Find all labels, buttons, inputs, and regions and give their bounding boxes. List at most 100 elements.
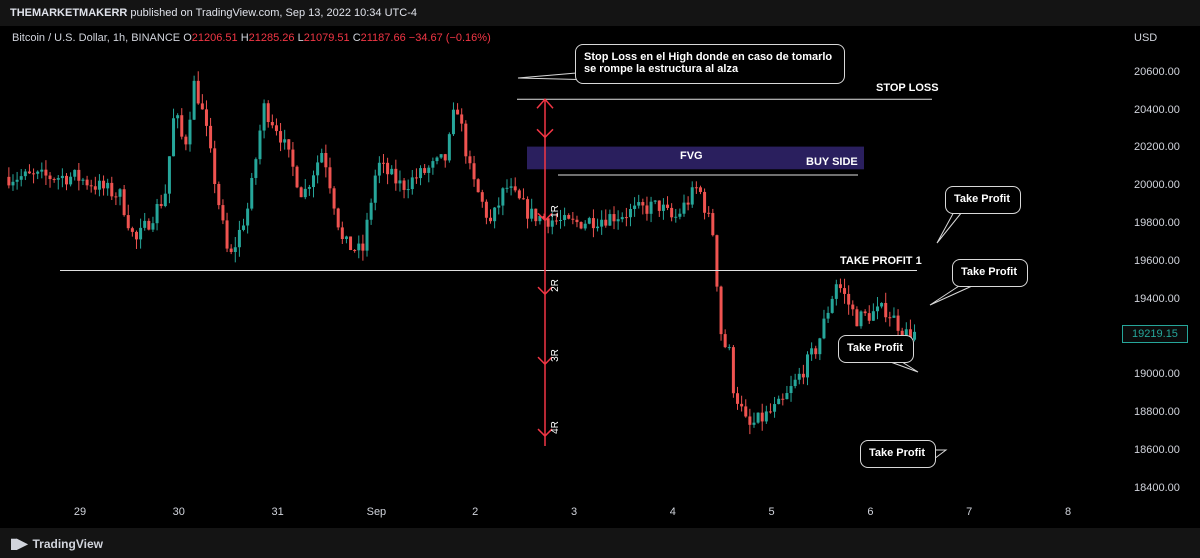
take-profit-bubble-2[interactable]: Take Profit	[952, 259, 1028, 287]
candle-down	[641, 202, 645, 206]
candle-up	[242, 225, 246, 230]
tradingview-logo-icon: ▮▶	[10, 535, 28, 551]
candle-down	[328, 167, 332, 189]
take-profit-1-label: TAKE PROFIT 1	[840, 255, 922, 267]
price-axis-tick: 18600.00	[1134, 444, 1180, 457]
take-profit-bubble-4[interactable]: Take Profit	[860, 440, 936, 468]
candle-down	[851, 304, 855, 310]
candle-up	[40, 169, 44, 172]
candle-up	[307, 187, 311, 189]
price-axis-tick: 20000.00	[1134, 179, 1180, 192]
candle-down	[349, 236, 353, 251]
candle-up	[530, 208, 534, 219]
low-value: 21079.51	[303, 32, 350, 44]
publish-bar	[0, 0, 1200, 26]
candle-up	[19, 176, 23, 180]
candle-down	[546, 218, 550, 227]
candle-up	[36, 171, 40, 174]
candle-down	[443, 154, 447, 161]
candle-up	[73, 169, 77, 177]
candle-up	[834, 284, 838, 299]
candle-down	[571, 218, 575, 220]
take-profit-bubble-1[interactable]: Take Profit	[945, 186, 1021, 214]
candle-up	[427, 167, 431, 173]
symbol-title: Bitcoin / U.S. Dollar, 1h, BINANCE	[12, 32, 181, 44]
r-level-chevron	[537, 428, 553, 438]
candle-down	[900, 330, 904, 337]
candle-up	[859, 311, 863, 327]
candle-up	[830, 298, 834, 313]
time-axis-tick: 5	[768, 506, 775, 518]
price-axis-tick: 18400.00	[1134, 482, 1180, 494]
candle-up	[682, 202, 686, 214]
candle-up	[431, 161, 435, 168]
candle-up	[596, 226, 600, 229]
candle-up	[97, 180, 101, 190]
candle-down	[423, 168, 427, 173]
candle-down	[180, 115, 184, 137]
candle-down	[624, 217, 628, 219]
candle-up	[118, 189, 122, 197]
candle-up	[106, 182, 110, 189]
candle-down	[291, 149, 295, 167]
candle-up	[628, 208, 632, 218]
candle-down	[612, 214, 616, 222]
candle-down	[781, 398, 785, 400]
candle-down	[295, 166, 299, 188]
candle-up	[451, 109, 455, 135]
take-profit-text: Take Profit	[869, 447, 926, 459]
candle-up	[904, 329, 908, 337]
candle-down	[299, 187, 303, 198]
candle-down	[698, 187, 702, 192]
candle-down	[670, 207, 674, 218]
candle-up	[608, 214, 612, 226]
candle-down	[707, 212, 711, 214]
price-axis-tick: 19600.00	[1134, 254, 1180, 267]
candle-up	[344, 236, 348, 240]
stop-loss-note-bubble[interactable]: Stop Loss en el High donde en caso de to…	[575, 44, 845, 84]
candle-up	[262, 103, 266, 131]
candle-up	[246, 208, 250, 226]
time-axis-tick: 29	[73, 506, 87, 518]
r-level-chevron	[537, 286, 553, 296]
candle-down	[279, 131, 283, 143]
candle-down	[731, 347, 735, 394]
candle-up	[756, 412, 760, 423]
candle-up	[377, 162, 381, 176]
candle-down	[867, 313, 871, 321]
candle-up	[398, 180, 402, 184]
take-profit-bubble-3[interactable]: Take Profit	[838, 335, 914, 363]
tradingview-brand-text: TradingView	[32, 536, 103, 551]
candle-down	[534, 208, 538, 222]
fvg-label: FVG	[680, 150, 703, 162]
candle-down	[270, 122, 274, 126]
candle-up	[538, 215, 542, 222]
candle-down	[472, 163, 476, 180]
publisher-name[interactable]: THEMARKETMAKERR	[10, 7, 128, 19]
candle-up	[810, 348, 814, 355]
price-axis-tick: 19800.00	[1134, 217, 1180, 230]
candle-down	[394, 168, 398, 184]
candle-up	[410, 177, 414, 190]
candle-up	[435, 157, 439, 162]
candle-down	[760, 412, 764, 422]
candle-down	[204, 109, 208, 126]
candle-down	[768, 411, 772, 413]
candle-up	[563, 215, 567, 220]
candle-down	[266, 103, 270, 123]
risk-arrow-entry	[536, 128, 554, 139]
candle-down	[287, 139, 291, 150]
candle-down	[748, 416, 752, 425]
candle-up	[11, 181, 15, 186]
r-level-label: 1R	[549, 205, 561, 219]
candle-up	[764, 411, 768, 422]
candle-up	[188, 119, 192, 145]
tradingview-brand[interactable]: ▮▶ TradingView	[10, 535, 103, 552]
candle-up	[880, 302, 884, 307]
time-axis-tick: 2	[472, 506, 479, 518]
candle-down	[324, 153, 328, 168]
candle-down	[814, 348, 818, 355]
candle-down	[126, 215, 130, 229]
candle-down	[353, 250, 357, 252]
buy-side-label: BUY SIDE	[806, 156, 858, 168]
